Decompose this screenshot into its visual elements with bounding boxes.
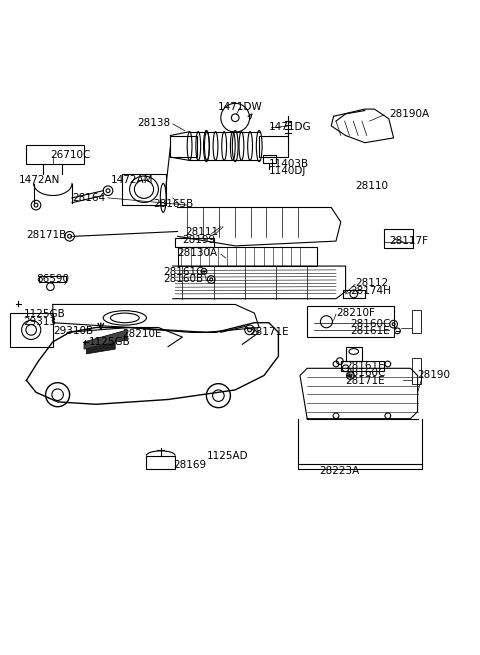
Text: 28161G: 28161G <box>163 267 204 277</box>
Text: 29313: 29313 <box>23 317 56 327</box>
Text: 1471DG: 1471DG <box>269 122 312 132</box>
Text: 28169: 28169 <box>173 460 206 470</box>
Text: 1125AD: 1125AD <box>206 451 248 461</box>
Text: 28138: 28138 <box>137 119 170 128</box>
Text: 1125GB: 1125GB <box>24 309 66 319</box>
Text: 28171E: 28171E <box>250 328 289 337</box>
Text: 28161E: 28161E <box>350 326 390 336</box>
Text: 28174H: 28174H <box>350 286 391 297</box>
Text: 28210F: 28210F <box>336 308 375 318</box>
Text: 28130A: 28130A <box>178 248 218 258</box>
Bar <box>341 361 384 371</box>
Bar <box>146 456 175 469</box>
Bar <box>263 155 276 163</box>
Text: 28160B: 28160B <box>163 274 204 284</box>
Bar <box>259 136 288 157</box>
Text: 28210E: 28210E <box>122 329 162 339</box>
Bar <box>26 145 84 164</box>
Text: 28171B: 28171B <box>26 230 67 240</box>
Bar <box>412 310 421 333</box>
Bar <box>298 464 422 469</box>
Bar <box>346 346 362 361</box>
Text: 28160C: 28160C <box>350 319 391 329</box>
Text: 28164: 28164 <box>72 193 106 203</box>
Bar <box>39 276 66 282</box>
Bar <box>10 313 53 346</box>
Bar <box>412 358 421 384</box>
Text: 1472AM: 1472AM <box>110 175 153 185</box>
Text: 1125GB: 1125GB <box>89 337 131 347</box>
Text: 26710C: 26710C <box>50 150 91 160</box>
Text: 28199: 28199 <box>182 234 216 245</box>
Bar <box>175 238 214 247</box>
Bar <box>170 136 197 157</box>
Text: 28161E: 28161E <box>346 361 385 371</box>
Polygon shape <box>84 330 127 349</box>
Text: 28190: 28190 <box>418 371 451 381</box>
Text: 28111: 28111 <box>185 227 218 238</box>
Text: 1140DJ: 1140DJ <box>269 166 306 176</box>
Text: 1471DW: 1471DW <box>217 102 263 112</box>
Text: 28171E: 28171E <box>346 376 385 386</box>
Text: 1472AN: 1472AN <box>19 175 60 185</box>
Text: 28110: 28110 <box>355 181 388 191</box>
Text: 28117F: 28117F <box>389 236 428 246</box>
Text: 28190A: 28190A <box>389 109 429 119</box>
Bar <box>178 247 317 266</box>
Text: 28160C: 28160C <box>346 368 386 378</box>
Text: 28112: 28112 <box>355 278 388 288</box>
Text: 28223A: 28223A <box>319 466 360 476</box>
Bar <box>122 174 166 205</box>
Bar <box>307 306 394 337</box>
Text: 28165B: 28165B <box>154 198 194 209</box>
Bar <box>384 229 413 248</box>
Text: 29310B: 29310B <box>53 326 93 336</box>
Polygon shape <box>86 343 115 354</box>
Text: 11403B: 11403B <box>269 159 309 169</box>
Text: 86590: 86590 <box>36 274 69 284</box>
